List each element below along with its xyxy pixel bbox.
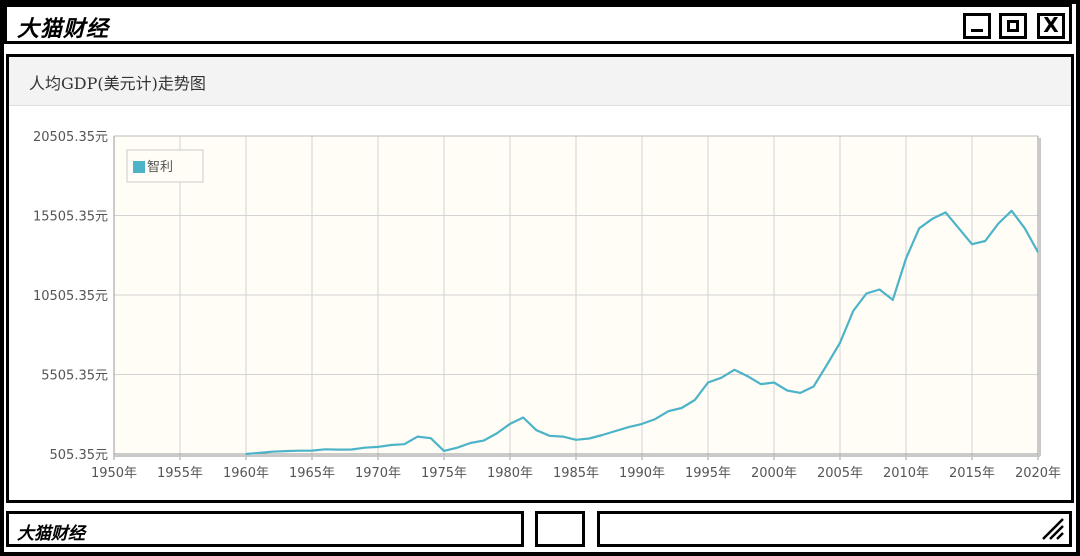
footer-title-box: 大猫财经 xyxy=(6,511,524,547)
x-tick-label: 1960年 xyxy=(223,466,269,481)
x-tick-label: 2010年 xyxy=(883,466,929,481)
legend-swatch xyxy=(133,161,145,173)
y-tick-label: 5505.35元 xyxy=(41,369,108,384)
series-line-智利 xyxy=(245,209,1039,456)
window-title: 大猫财经 xyxy=(17,17,110,42)
x-tick-label: 2020年 xyxy=(1015,466,1061,481)
x-tick-label: 1980年 xyxy=(487,466,533,481)
y-tick-label: 15505.35元 xyxy=(33,210,108,225)
footer-status-box xyxy=(597,511,1072,547)
legend-label: 智利 xyxy=(147,160,173,175)
x-tick-label: 1995年 xyxy=(685,466,731,481)
x-tick-label: 1975年 xyxy=(421,466,467,481)
close-icon: X xyxy=(1043,13,1059,37)
x-tick-label: 1955年 xyxy=(157,466,203,481)
title-bar[interactable]: 大猫财经 X xyxy=(4,4,1072,44)
footer-title: 大猫财经 xyxy=(17,524,85,544)
panel-header: 人均GDP(美元计)走势图 xyxy=(9,57,1071,106)
maximize-button[interactable] xyxy=(999,13,1027,39)
x-tick-label: 1985年 xyxy=(553,466,599,481)
x-tick-label: 2000年 xyxy=(751,466,797,481)
chart-svg: 1950年 1955年 1960年 1965年 1970年 1975年 1980年 1985年… xyxy=(33,130,1061,481)
x-tick-label: 1950年 xyxy=(91,466,137,481)
y-tick-label: 505.35元 xyxy=(50,448,109,463)
x-tick-label: 1970年 xyxy=(355,466,401,481)
x-tick-label: 2005年 xyxy=(817,466,863,481)
chart-title: 人均GDP(美元计)走势图 xyxy=(29,74,206,93)
close-button[interactable]: X xyxy=(1037,13,1065,39)
x-tick-label: 1990年 xyxy=(619,466,665,481)
chart-panel: 人均GDP(美元计)走势图 1950年 1955年 1960年 1965年 1970年 1… xyxy=(6,54,1074,503)
y-tick-label: 10505.35元 xyxy=(33,289,108,304)
footer-middle-box xyxy=(535,511,585,547)
minimize-button[interactable] xyxy=(963,13,991,39)
x-tick-label: 1965年 xyxy=(289,466,335,481)
y-tick-label: 20505.35元 xyxy=(33,130,108,145)
x-tick-label: 2015年 xyxy=(949,466,995,481)
resize-grip-icon[interactable] xyxy=(1039,515,1065,541)
